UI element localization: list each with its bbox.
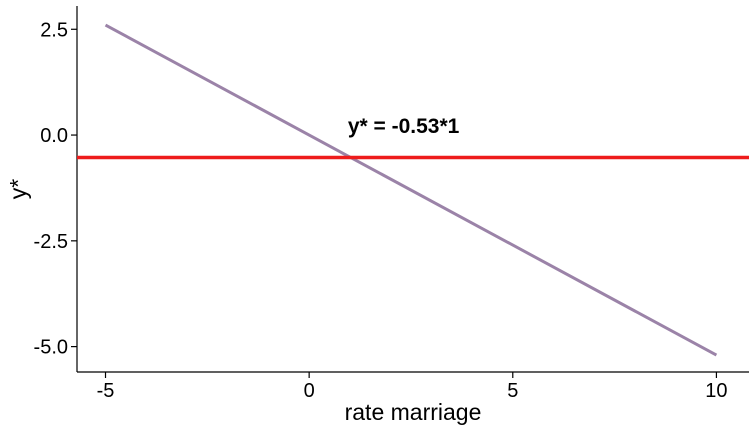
x-axis-title: rate marriage	[345, 399, 482, 425]
y-axis-title: y*	[5, 179, 31, 200]
y-tick-label: 0.0	[40, 125, 68, 147]
x-tick-label: -5	[97, 380, 115, 402]
x-tick-label: 0	[304, 380, 315, 402]
plot-area	[77, 23, 749, 357]
annotation-label: y* = -0.53*1	[348, 115, 460, 138]
y-tick-label: 2.5	[40, 19, 68, 41]
series-line	[104, 23, 718, 357]
y-tick-label: -2.5	[34, 231, 68, 253]
y-tick-label: -5.0	[34, 337, 68, 359]
x-tick-label: 10	[705, 380, 727, 402]
x-tick-label: 5	[507, 380, 518, 402]
axes: -5 0 5 10 2.5 0.0 -2.5 -5.0	[34, 6, 749, 402]
